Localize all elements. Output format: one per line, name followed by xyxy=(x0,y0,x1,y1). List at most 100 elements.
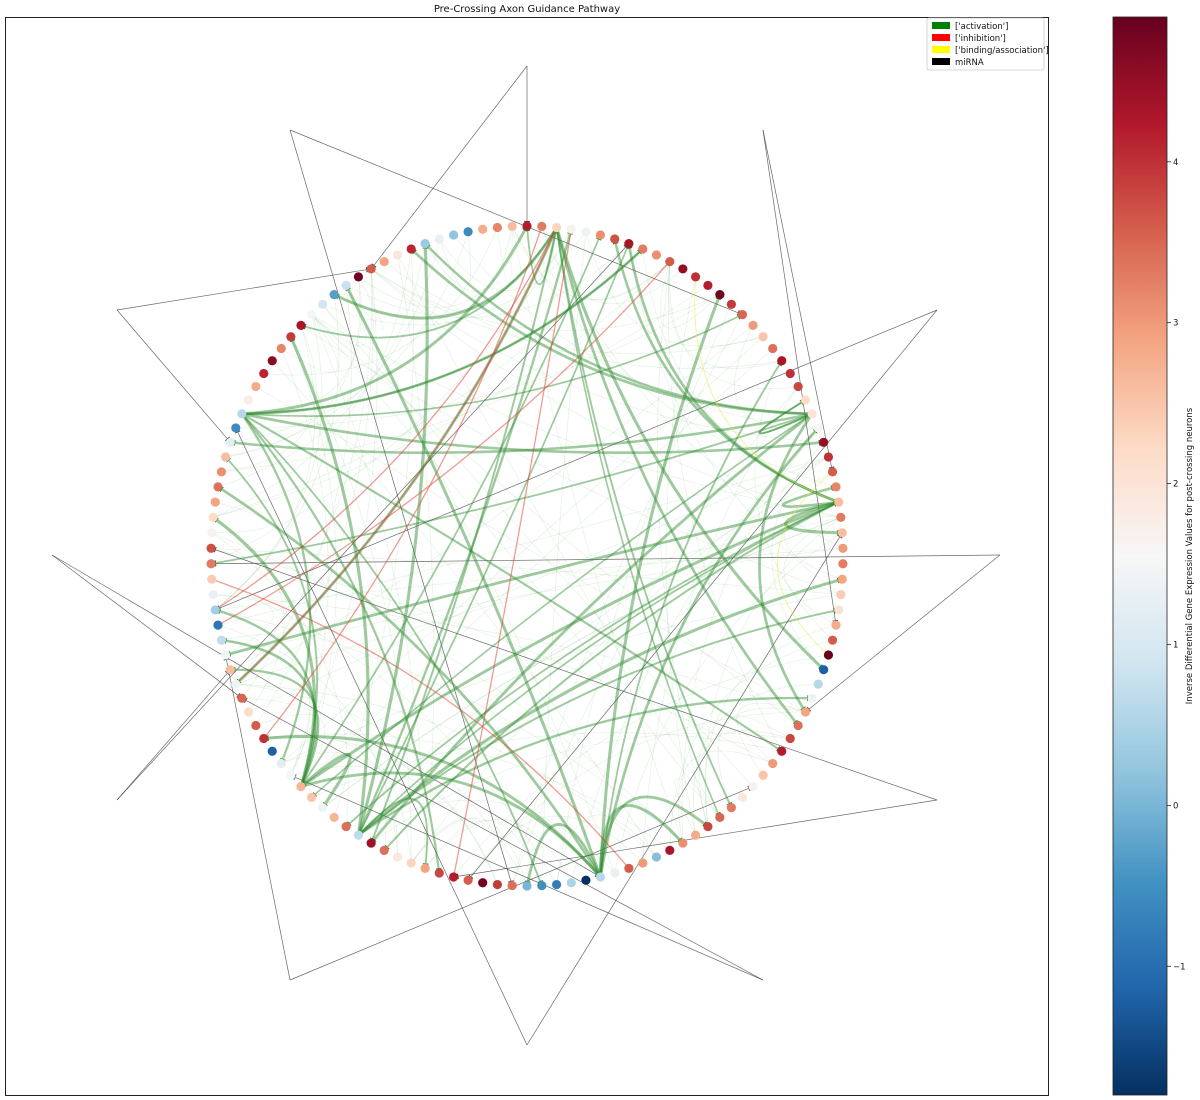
gene-node xyxy=(341,821,351,832)
gene-node xyxy=(831,482,841,492)
gene-node xyxy=(276,758,286,769)
pathway-edge xyxy=(674,778,721,836)
pathway-edge xyxy=(248,456,829,713)
mirna-edge xyxy=(51,554,602,878)
gene-node xyxy=(206,543,216,553)
colorbar-label: Inverse Differential Gene Expression Val… xyxy=(1185,407,1195,704)
gene-node xyxy=(329,289,339,300)
gene-node xyxy=(813,679,823,689)
pathway-edge xyxy=(255,268,374,726)
pathway-edge xyxy=(322,517,841,809)
colorbar-tick-label: −1 xyxy=(1173,962,1186,972)
pathway-edge xyxy=(357,501,840,836)
gene-node xyxy=(522,221,532,231)
pathway-edge xyxy=(290,336,337,787)
pathway-edge xyxy=(705,517,842,827)
gene-node xyxy=(213,482,223,492)
pathway-edge xyxy=(525,823,602,887)
pathway-edge xyxy=(241,248,644,415)
pathway-edge xyxy=(656,261,709,827)
pathway-edge xyxy=(452,229,572,878)
pathway-edge xyxy=(262,735,602,878)
gene-node xyxy=(406,858,416,868)
gene-node xyxy=(837,574,847,584)
pathway-edge xyxy=(780,456,841,518)
pathway-edge xyxy=(612,237,840,504)
pathway-edge xyxy=(370,268,721,331)
mirna-edge xyxy=(210,547,938,801)
pathway-edge xyxy=(217,485,602,878)
pathway-edge xyxy=(229,412,813,454)
pathway-edge xyxy=(467,711,806,881)
pathway-edge xyxy=(213,594,806,713)
gene-node xyxy=(838,543,848,553)
legend: ['activation'] ['inhibition'] ['binding/… xyxy=(926,17,1049,71)
gene-node xyxy=(831,620,841,630)
mirna-edge xyxy=(116,242,630,801)
pathway-edge xyxy=(240,413,312,765)
pathway-edge xyxy=(453,654,829,878)
gene-node xyxy=(318,803,328,813)
legend-label-inhibition: ['inhibition'] xyxy=(955,34,1006,44)
gene-node xyxy=(448,872,459,882)
pathway-edge xyxy=(281,594,841,764)
pathway-edge xyxy=(598,795,709,878)
gene-node xyxy=(231,423,241,433)
pathway-edge xyxy=(704,624,837,827)
pathway-edge xyxy=(214,294,340,611)
legend-swatch-binding xyxy=(932,46,950,53)
pathway-edge xyxy=(210,412,813,566)
gene-node xyxy=(259,368,269,379)
pathway-edge xyxy=(333,248,414,818)
legend-label-activation: ['activation'] xyxy=(955,22,1008,32)
gene-node xyxy=(220,650,231,660)
pathway-edge xyxy=(213,243,630,518)
gene-node xyxy=(522,881,532,891)
pathway-edge xyxy=(585,231,764,347)
mirna-edge xyxy=(240,697,764,981)
gene-node xyxy=(715,289,725,300)
gene-node xyxy=(715,812,725,823)
pathway-edge xyxy=(681,427,819,844)
legend-swatch-mirna xyxy=(932,58,950,65)
mirna-edge xyxy=(370,65,528,270)
pathway-edge xyxy=(370,268,824,443)
pathway-edge xyxy=(497,226,513,285)
pathway-edge xyxy=(511,314,743,886)
pathway-edge xyxy=(221,634,280,671)
pathway-edge xyxy=(210,229,572,565)
pathway-edge xyxy=(235,517,841,685)
gene-node xyxy=(737,309,748,320)
colorbar-tick-label: 2 xyxy=(1173,480,1178,490)
gene-node xyxy=(834,497,844,507)
gene-node xyxy=(434,868,444,878)
pathway-edge xyxy=(217,456,829,626)
pathway-edge xyxy=(311,304,355,354)
pathway-edge xyxy=(224,500,840,657)
mirna-edge xyxy=(214,309,938,611)
gene-node xyxy=(286,332,296,342)
pathway-edge xyxy=(300,771,602,878)
gene-node xyxy=(566,224,576,234)
gene-node xyxy=(610,868,620,878)
pathway-edge xyxy=(410,817,528,887)
gene-node xyxy=(785,733,795,744)
mirna-edge xyxy=(526,531,843,1046)
pathway-edge xyxy=(240,413,442,875)
gene-node xyxy=(492,879,503,890)
pathway-edge xyxy=(758,399,813,435)
pathway-edge xyxy=(555,227,800,727)
pathway-edge xyxy=(241,412,783,753)
pathway-edge xyxy=(241,276,362,415)
mirna-edge xyxy=(762,129,835,473)
gene-node xyxy=(537,881,547,891)
gene-node xyxy=(210,497,220,507)
pathway-edge xyxy=(628,243,842,595)
gene-node xyxy=(225,665,235,675)
pathway-edge xyxy=(717,707,806,808)
gene-node xyxy=(237,409,247,419)
pathway-edge xyxy=(211,547,841,595)
pathway-edge xyxy=(217,624,398,858)
mirna-edge xyxy=(289,785,754,981)
pathway-edge xyxy=(736,702,806,776)
